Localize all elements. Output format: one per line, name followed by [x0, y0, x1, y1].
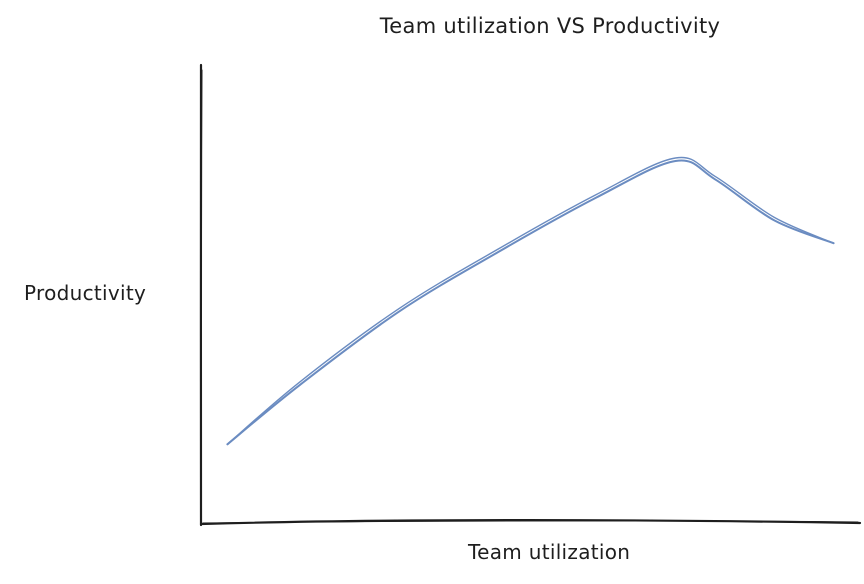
x-axis-label: Team utilization	[468, 540, 631, 564]
x-axis-line-sketch	[202, 520, 859, 524]
chart-title: Team utilization VS Productivity	[0, 14, 864, 38]
y-axis-line-sketch	[200, 69, 203, 524]
productivity-curve	[226, 156, 835, 445]
productivity-curve	[226, 159, 835, 446]
y-axis-label: Productivity	[24, 281, 147, 305]
chart-title-text: Team utilization VS Productivity	[379, 14, 721, 38]
series-line	[226, 156, 835, 446]
